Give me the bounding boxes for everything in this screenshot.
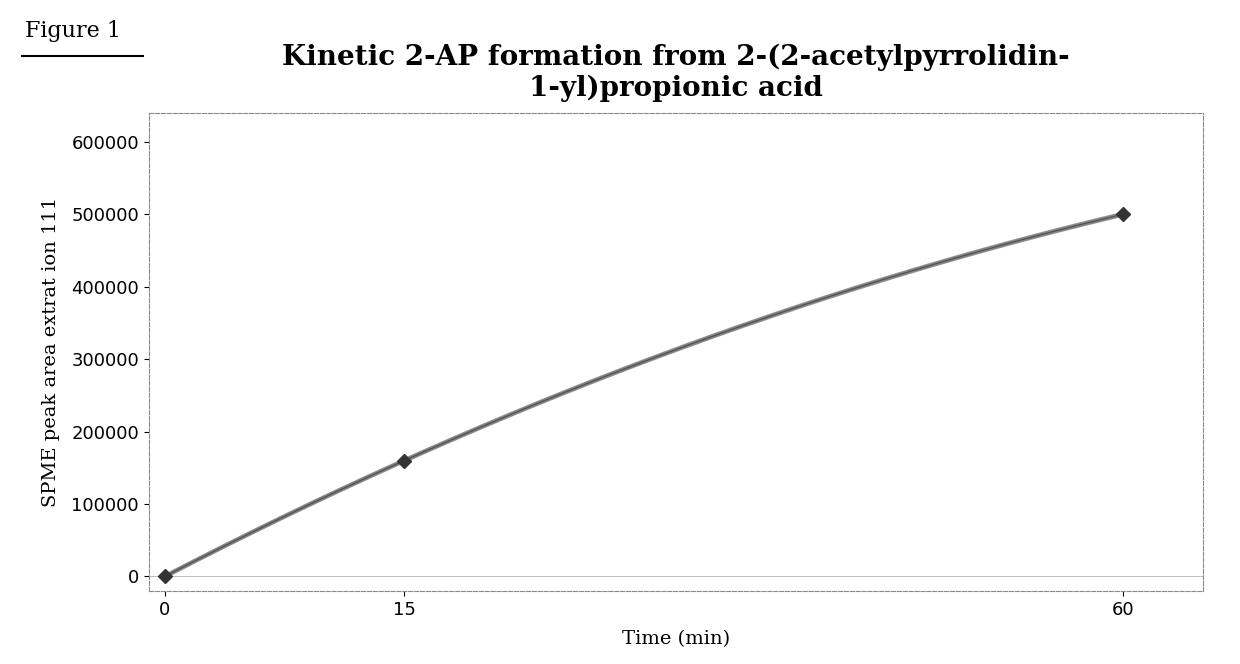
Y-axis label: SPME peak area extrat ion 111: SPME peak area extrat ion 111 <box>42 197 61 507</box>
Text: Figure 1: Figure 1 <box>25 20 120 42</box>
X-axis label: Time (min): Time (min) <box>621 629 730 648</box>
Title: Kinetic 2-AP formation from 2-(2-acetylpyrrolidin-
1-yl)propionic acid: Kinetic 2-AP formation from 2-(2-acetylp… <box>281 43 1070 102</box>
